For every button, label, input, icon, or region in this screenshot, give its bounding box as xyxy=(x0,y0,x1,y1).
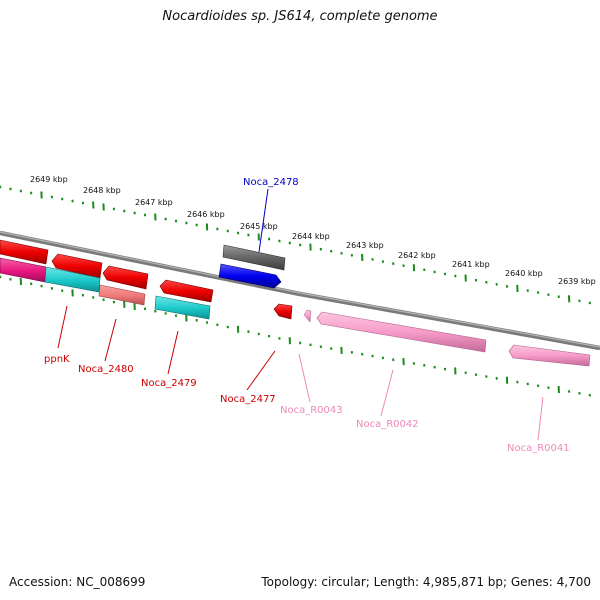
gene-labels: Noca_2478 ppnK Noca_2480 Noca_2479 Noca_… xyxy=(44,177,570,454)
gene-arrow-noca-2478[interactable] xyxy=(218,263,282,289)
forward-strand-features xyxy=(218,244,286,289)
tick-label-2646: 2646 kbp xyxy=(187,210,225,219)
tick-label-2649: 2649 kbp xyxy=(30,175,68,184)
tick-label-2641: 2641 kbp xyxy=(452,260,490,269)
tick-label-2640: 2640 kbp xyxy=(505,269,543,278)
gene-arrow-noca-2477[interactable] xyxy=(273,303,293,320)
label-leader-lines xyxy=(57,188,544,441)
gene-arrow-noca-r0043[interactable] xyxy=(303,309,312,323)
ruler-tick-labels: 2649 kbp 2648 kbp 2647 kbp 2646 kbp 2645… xyxy=(30,175,596,286)
gene-arrow-noca-r0042[interactable] xyxy=(316,311,487,353)
tick-label-2648: 2648 kbp xyxy=(83,186,121,195)
gene-arrow-noca-r0041[interactable] xyxy=(508,344,591,367)
tick-label-2643: 2643 kbp xyxy=(346,241,384,250)
gene-arrow-red-3[interactable] xyxy=(102,265,149,290)
gene-block-cyan-1[interactable] xyxy=(44,266,101,293)
gene-label-noca-r0041[interactable]: Noca_R0041 xyxy=(507,443,570,454)
map-title: Nocardioides sp. JS614, complete genome xyxy=(162,9,438,24)
inner-scale-ruler xyxy=(0,275,591,397)
gene-arrow-red-4[interactable] xyxy=(159,279,214,303)
tick-label-2647: 2647 kbp xyxy=(135,198,173,207)
gene-block-gray[interactable] xyxy=(222,244,286,271)
tick-label-2642: 2642 kbp xyxy=(398,251,436,260)
gene-block-salmon[interactable] xyxy=(98,284,146,306)
genome-backbone xyxy=(0,230,600,351)
gene-label-noca-2477[interactable]: Noca_2477 xyxy=(220,394,276,405)
tick-label-2644: 2644 kbp xyxy=(292,232,330,241)
gene-label-noca-2478[interactable]: Noca_2478 xyxy=(243,177,299,188)
gene-label-noca-r0042[interactable]: Noca_R0042 xyxy=(356,419,419,430)
topology-summary: Topology: circular; Length: 4,985,871 bp… xyxy=(261,575,591,589)
gene-label-noca-2479[interactable]: Noca_2479 xyxy=(141,378,197,389)
reverse-strand-features-lane1 xyxy=(0,239,214,303)
outer-scale-ruler xyxy=(0,185,591,305)
gene-block-cyan-2[interactable] xyxy=(154,295,211,320)
gene-arrow-red-2[interactable] xyxy=(51,253,103,279)
gene-label-noca-2480[interactable]: Noca_2480 xyxy=(78,364,134,375)
gene-label-ppnk[interactable]: ppnK xyxy=(44,354,70,365)
reverse-strand-features-lane2 xyxy=(0,257,591,367)
gene-arrow-red-1[interactable] xyxy=(0,239,49,265)
tick-label-2639: 2639 kbp xyxy=(558,277,596,286)
gene-label-noca-r0043[interactable]: Noca_R0043 xyxy=(280,405,343,416)
tick-label-2645: 2645 kbp xyxy=(240,222,278,231)
accession-text: Accession: NC_008699 xyxy=(9,575,146,589)
